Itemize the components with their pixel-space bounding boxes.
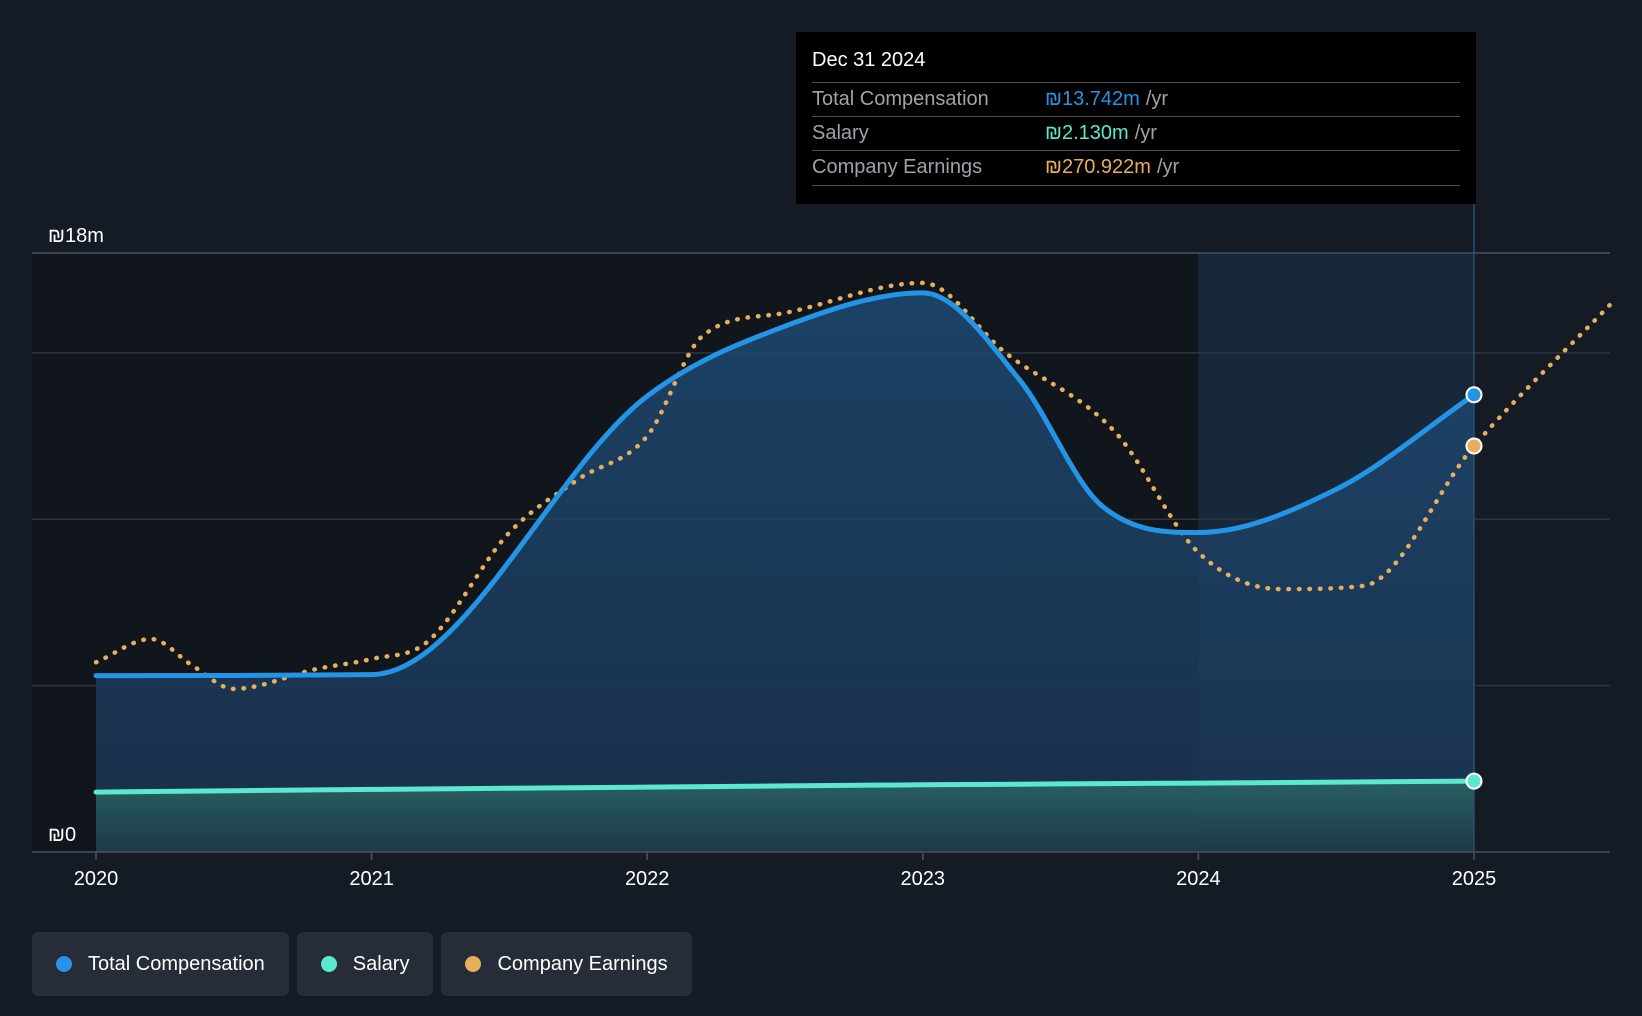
tooltip-unit: /yr (1134, 122, 1157, 144)
tooltip-label: Total Compensation (812, 88, 989, 110)
tooltip-row-salary: Salary ₪2.130m/yr (812, 116, 1460, 151)
salary-line (93, 778, 1477, 795)
x-tick-label: 2025 (1452, 868, 1497, 890)
company-earnings-marker (1465, 437, 1483, 455)
x-tick-label: 2022 (625, 868, 670, 890)
salary-dot-icon (320, 956, 337, 972)
y-axis-label: ₪18m (48, 225, 104, 247)
total-compensation-area (96, 292, 1474, 852)
x-tick-label: 2020 (74, 868, 119, 890)
tooltip-value-text: ₪13.742m (1045, 88, 1140, 110)
legend: Total Compensation Salary Company Earnin… (32, 932, 700, 996)
company-earnings-line (93, 280, 1615, 692)
tooltip-row-company-earnings: Company Earnings ₪270.922m/yr (812, 150, 1460, 186)
tooltip-unit: /yr (1156, 156, 1180, 178)
salary-area (96, 781, 1474, 852)
tooltip-value-text: ₪270.922m (1045, 156, 1151, 178)
legend-item-total-compensation[interactable]: Total Compensation (32, 932, 289, 996)
y-axis-labels: ₪18m ₪0 (48, 225, 104, 846)
tooltip-value: ₪2.130m/yr (1045, 122, 1157, 145)
legend-label: Company Earnings (497, 952, 668, 975)
tooltip-label: Salary (812, 122, 869, 144)
tooltip-unit: /yr (1145, 88, 1169, 110)
x-axis-ticks: 2020 2021 2022 2023 2024 2025 (74, 852, 1497, 890)
total-compensation-dot-icon (56, 956, 72, 972)
x-tick-label: 2024 (1176, 868, 1221, 890)
tooltip-label: Company Earnings (812, 156, 983, 178)
legend-item-salary[interactable]: Salary (296, 932, 434, 996)
total-compensation-line (93, 290, 1477, 679)
legend-item-company-earnings[interactable]: Company Earnings (441, 932, 692, 996)
legend-label: Salary (352, 952, 410, 975)
total-compensation-marker (1465, 386, 1483, 404)
tooltip: Dec 31 2024 Total Compensation ₪13.742m /… (796, 32, 1476, 204)
tooltip-value-text: ₪2.130m (1045, 122, 1129, 144)
endpoint-markers (1465, 386, 1483, 790)
tooltip-date: Dec 31 2024 (812, 49, 926, 71)
company-earnings-dot-icon (465, 956, 482, 972)
tooltip-value: ₪13.742m/yr (1045, 88, 1168, 111)
tooltip-row-total-compensation: Total Compensation ₪13.742m/yr (812, 82, 1460, 117)
x-tick-label: 2023 (901, 868, 946, 890)
tooltip-value: ₪270.922m/yr (1045, 156, 1179, 179)
legend-label: Total Compensation (88, 952, 265, 975)
salary-marker (1465, 772, 1483, 790)
y-axis-label: ₪0 (48, 824, 76, 846)
x-tick-label: 2021 (349, 868, 394, 890)
